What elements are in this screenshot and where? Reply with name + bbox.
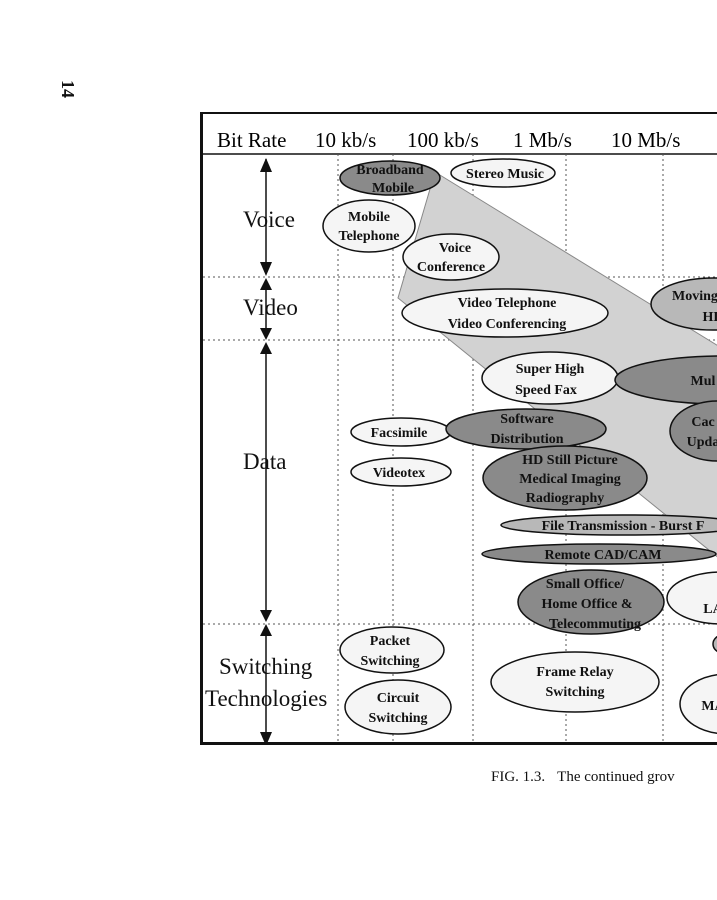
category-switching-line2: Technologies xyxy=(205,686,327,711)
mobile-telephone-app: Mobile Telephone xyxy=(322,199,416,253)
video-telephone-app: Video Telephone Video Conferencing xyxy=(401,288,609,338)
svg-text:Switching: Switching xyxy=(368,711,427,726)
packet-switching-app: Packet Switching xyxy=(339,626,445,674)
figure-caption: FIG. 1.3. The continued grov xyxy=(491,769,675,786)
lan-app: LA xyxy=(666,571,717,625)
svg-text:Packet: Packet xyxy=(370,634,411,649)
svg-text:Switching: Switching xyxy=(545,685,604,700)
frame-relay-app: Frame Relay Switching xyxy=(490,651,660,713)
caption-label: FIG. 1.3. xyxy=(491,769,546,785)
broadband-mobile-app: Broadband Mobile xyxy=(339,160,441,196)
svg-text:Switching: Switching xyxy=(360,654,419,669)
page-number: 14 xyxy=(58,80,78,98)
rate-tick-label: 10 Mb/s xyxy=(611,128,680,152)
small-office-app: Small Office/ Home Office & Telecommutin… xyxy=(517,569,665,635)
bit-rate-label: Bit Rate xyxy=(217,128,286,152)
category-switching: Switching Technologies xyxy=(205,654,327,711)
software-distribution-app: Software Distribution xyxy=(445,408,607,450)
voice-conference-app: Voice Conference xyxy=(402,233,500,281)
multimedia-app: Mul xyxy=(614,355,717,405)
svg-text:HD Still Picture: HD Still Picture xyxy=(522,453,617,468)
svg-text:File Transmission - Burst F: File Transmission - Burst F xyxy=(542,519,705,534)
svg-text:Cac: Cac xyxy=(691,415,714,430)
videotex-app: Videotex xyxy=(350,457,452,487)
svg-text:Home Office &: Home Office & xyxy=(542,597,633,612)
arrow-heads xyxy=(260,158,272,742)
svg-text:Mobile: Mobile xyxy=(348,210,390,225)
stereo-music-app: Stereo Music xyxy=(450,158,556,188)
svg-text:Super High: Super High xyxy=(516,362,585,377)
rate-tick-label: 1 Mb/s xyxy=(513,128,572,152)
svg-text:Upda: Upda xyxy=(687,435,717,450)
svg-text:Small Office/: Small Office/ xyxy=(546,577,625,592)
svg-text:Videotex: Videotex xyxy=(373,466,425,481)
rate-tick-label: 10 kb/s xyxy=(315,128,376,152)
svg-text:Frame Relay: Frame Relay xyxy=(536,665,613,680)
facsimile-app: Facsimile xyxy=(350,417,452,447)
figure-canvas: Bit Rate 10 kb/s 100 kb/s 1 Mb/s 10 Mb/s… xyxy=(203,128,717,742)
category-voice: Voice xyxy=(243,207,295,232)
svg-text:Facsimile: Facsimile xyxy=(371,426,428,441)
svg-text:Mul: Mul xyxy=(691,374,716,389)
bit-rate-figure: Bit Rate 10 kb/s 100 kb/s 1 Mb/s 10 Mb/s… xyxy=(200,112,717,745)
svg-text:Circuit: Circuit xyxy=(377,691,420,706)
moving-hd-app: Moving HD xyxy=(650,277,717,331)
svg-text:Distribution: Distribution xyxy=(490,432,563,447)
partial-ellipse xyxy=(712,635,717,653)
man-app: MA xyxy=(679,674,717,734)
svg-text:Voice: Voice xyxy=(439,241,471,256)
rate-tick-label: 100 kb/s xyxy=(407,128,479,152)
svg-text:Speed Fax: Speed Fax xyxy=(515,383,577,398)
svg-text:Video Conferencing: Video Conferencing xyxy=(448,317,567,332)
svg-text:Mobile: Mobile xyxy=(372,181,414,196)
remote-cad-cam-app: Remote CAD/CAM xyxy=(481,543,717,565)
circuit-switching-app: Circuit Switching xyxy=(344,679,452,735)
svg-text:Remote CAD/CAM: Remote CAD/CAM xyxy=(544,548,661,563)
svg-text:Medical Imaging: Medical Imaging xyxy=(519,472,621,487)
super-high-speed-fax-app: Super High Speed Fax xyxy=(481,351,619,405)
svg-text:LA: LA xyxy=(703,602,717,617)
file-transmission-app: File Transmission - Burst F xyxy=(500,514,717,536)
svg-text:Stereo Music: Stereo Music xyxy=(466,167,544,182)
category-data: Data xyxy=(243,449,286,474)
category-switching-line1: Switching xyxy=(219,654,313,679)
svg-text:HD: HD xyxy=(703,310,717,325)
cache-update-app: Cac Upda xyxy=(669,400,717,462)
category-video: Video xyxy=(243,295,298,320)
svg-text:Software: Software xyxy=(500,412,553,427)
svg-text:Conference: Conference xyxy=(417,260,485,275)
svg-text:Moving: Moving xyxy=(672,289,717,304)
svg-text:Radiography: Radiography xyxy=(526,491,605,506)
svg-text:Telephone: Telephone xyxy=(339,229,400,244)
svg-text:Telecommuting: Telecommuting xyxy=(549,617,641,632)
svg-text:Video Telephone: Video Telephone xyxy=(458,296,557,311)
hd-still-picture-app: HD Still Picture Medical Imaging Radiogr… xyxy=(482,445,648,511)
caption-text: The continued grov xyxy=(557,769,675,785)
svg-text:Broadband: Broadband xyxy=(356,163,424,178)
svg-text:MA: MA xyxy=(701,699,717,714)
